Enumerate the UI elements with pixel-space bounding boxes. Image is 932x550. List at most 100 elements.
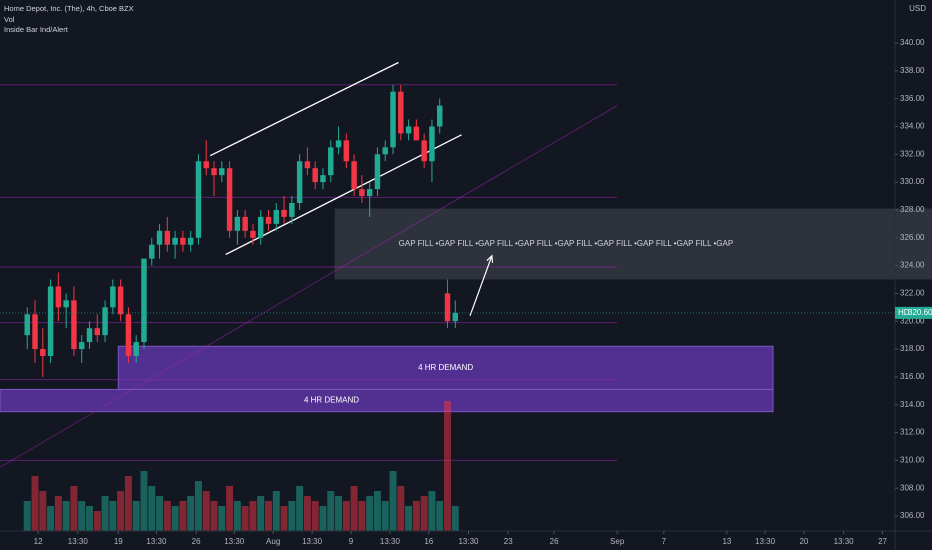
demand-zone: [0, 388, 774, 413]
volume-bar: [78, 501, 86, 531]
volume-bar: [350, 486, 358, 531]
candle-body: [219, 168, 225, 176]
candle-body: [250, 230, 256, 238]
candle-body: [320, 175, 326, 183]
trend-line: [209, 61, 399, 157]
candle-body: [102, 307, 108, 336]
volume-bar: [319, 506, 327, 531]
volume-bar: [257, 496, 265, 531]
symbol-label: HD: [898, 308, 910, 317]
volume-bar: [101, 496, 109, 531]
volume-bar: [280, 506, 288, 531]
candle-body: [226, 168, 233, 231]
last-price-label: 320.60: [908, 308, 932, 317]
volume-bar: [117, 491, 125, 531]
volume-bar: [218, 506, 226, 531]
volume-bar: [444, 401, 451, 531]
volume-bar: [389, 471, 397, 531]
volume-bar: [288, 501, 296, 531]
volume-bar: [171, 506, 179, 531]
volume-bar: [451, 506, 459, 531]
candle-body: [133, 342, 139, 357]
candle-body: [63, 300, 69, 308]
candle-body: [281, 209, 287, 217]
demand-label: 4 HR DEMAND: [418, 363, 473, 372]
currency-label: USD: [909, 4, 926, 13]
candle-body: [429, 126, 435, 162]
volume-bar: [148, 486, 156, 531]
candle-body: [351, 161, 357, 190]
volume-bar: [311, 501, 319, 531]
arrow: [469, 255, 493, 316]
candle-body: [413, 126, 420, 141]
candle-body: [78, 342, 85, 350]
candle-body: [149, 244, 155, 259]
candle-body: [180, 237, 186, 245]
volume-bar: [428, 491, 436, 531]
y-tick-label: 336.00: [900, 94, 925, 103]
y-tick-label: 338.00: [900, 66, 925, 75]
last-price-box: [895, 306, 932, 319]
x-tick-label: 23: [504, 537, 513, 546]
candle-body: [40, 349, 46, 357]
volume-bar: [93, 511, 101, 531]
volume-bar: [39, 491, 47, 531]
volume-bar: [179, 501, 187, 531]
arrow-head: [486, 254, 494, 263]
x-tick-label: 20: [799, 537, 808, 546]
volume-bar: [187, 496, 195, 531]
volume-bar: [156, 496, 164, 531]
volume-bar: [194, 481, 202, 531]
volume-bar: [381, 501, 389, 531]
y-tick-label: 314.00: [900, 400, 925, 409]
candle-body: [304, 161, 311, 169]
candle-body: [71, 300, 77, 350]
y-tick-label: 308.00: [900, 483, 925, 492]
y-tick-label: 306.00: [900, 511, 925, 520]
y-tick-label: 330.00: [900, 177, 925, 186]
x-tick-label: 12: [34, 537, 43, 546]
candle-body: [312, 168, 318, 183]
volume-bar: [412, 501, 420, 531]
x-tick-label: 26: [550, 537, 559, 546]
gap-fill-zone: [334, 208, 932, 280]
volume-bar: [358, 501, 366, 531]
candle-body: [421, 140, 427, 162]
candle-body: [125, 314, 132, 357]
candle-body: [335, 140, 342, 148]
volume-bar: [47, 506, 55, 531]
candle-body: [211, 168, 217, 176]
x-tick-label: 13: [722, 537, 731, 546]
y-tick-label: 340.00: [900, 38, 925, 47]
y-tick-label: 334.00: [900, 122, 925, 131]
volume-bar: [241, 506, 249, 531]
gap-fill-label: GAP FILL •GAP FILL •GAP FILL •GAP FILL •…: [399, 239, 734, 248]
volume-bar: [265, 501, 272, 531]
volume-bar: [86, 506, 93, 531]
volume-bar: [70, 486, 78, 531]
volume-bar: [132, 501, 140, 531]
candle-body: [328, 147, 334, 176]
chart-title: Home Depot, Inc. (The), 4h, Cboe BZX: [4, 4, 134, 13]
candle-body: [94, 328, 101, 336]
x-tick-label: 13:30: [458, 537, 479, 546]
x-tick-label: 7: [662, 537, 667, 546]
x-tick-label: 19: [114, 537, 123, 546]
volume-bar: [226, 486, 234, 531]
volume-bar: [436, 501, 444, 531]
x-tick-label: 13:30: [302, 537, 323, 546]
volume-bar: [366, 496, 374, 531]
volume-bar: [202, 491, 210, 531]
volume-bar: [54, 496, 62, 531]
x-tick-label: 26: [192, 537, 201, 546]
candle-body: [289, 202, 295, 217]
candle-body: [242, 216, 248, 231]
volume-bar: [397, 486, 405, 531]
y-tick-label: 316.00: [900, 372, 925, 381]
candle-body: [436, 105, 443, 127]
candle-body: [382, 147, 388, 155]
volume-bar: [23, 501, 31, 531]
plot-area: GAP FILL •GAP FILL •GAP FILL •GAP FILL •…: [0, 61, 932, 531]
candle-body: [47, 286, 54, 357]
candle-body: [156, 230, 163, 245]
